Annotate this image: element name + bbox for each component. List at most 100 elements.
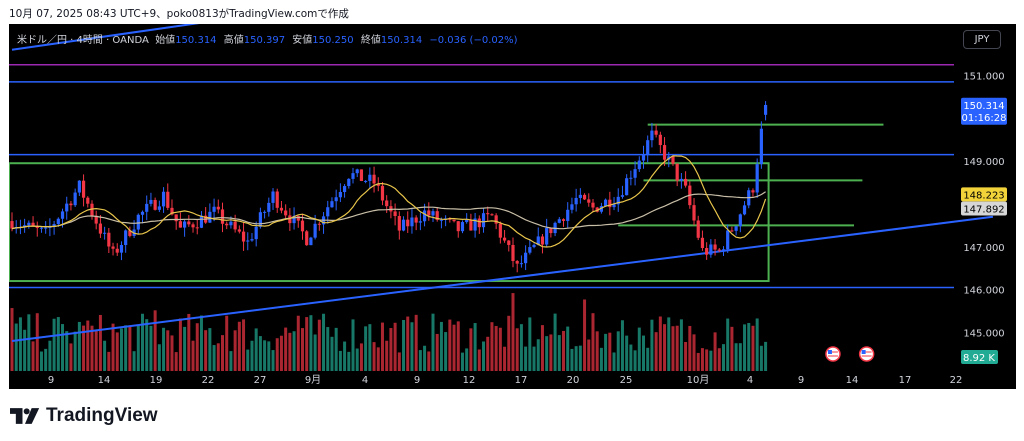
candle-body: [524, 252, 528, 264]
us-flag-event-icon-canton: [827, 350, 832, 354]
candle-body: [267, 202, 271, 212]
volume-bar: [288, 332, 292, 371]
candle-body: [246, 240, 250, 242]
volume-bar: [237, 321, 241, 371]
chart-panel[interactable]: 151.000 149.000 147.000 146.000 145.000 150.3…: [9, 24, 1016, 389]
candle-body: [616, 196, 620, 205]
volume-bar: [490, 322, 494, 371]
candle-body: [599, 206, 603, 212]
volume-bar: [536, 339, 540, 371]
volume-bar: [570, 348, 574, 371]
volume-bar: [671, 326, 675, 371]
tradingview-brand[interactable]: TradingView: [10, 405, 158, 427]
volume-bar: [591, 313, 595, 371]
chart-caption: 10月 07, 2025 08:43 UTC+9、poko0813がTradin…: [9, 8, 349, 20]
candle-body: [65, 203, 69, 212]
volume-bar: [414, 314, 418, 371]
candle-body: [679, 178, 683, 181]
volume-bar: [507, 315, 511, 371]
volume-bar: [73, 331, 77, 371]
volume-bar: [545, 336, 549, 371]
candle-body: [692, 205, 696, 221]
volume-bar: [427, 351, 431, 371]
candle-body: [763, 104, 768, 115]
price-chart[interactable]: 151.000 149.000 147.000 146.000 145.000 150.3…: [9, 24, 1016, 389]
volume-bar: [494, 325, 498, 371]
volume-bar: [263, 340, 267, 371]
tradingview-logo-icon: [10, 408, 40, 424]
volume-bar: [532, 346, 536, 371]
candle-body: [174, 214, 178, 222]
volume-bar: [709, 350, 713, 371]
volume-bar: [759, 345, 763, 371]
volume-bar: [31, 341, 35, 371]
symbol-label[interactable]: 米ドル／円 · 4時間 · OANDA: [17, 35, 149, 46]
candle-body: [225, 223, 229, 226]
candle-body: [145, 203, 149, 212]
candle-body: [326, 207, 330, 217]
candle-body: [77, 180, 81, 193]
volume-bar: [300, 328, 304, 371]
candle-body: [199, 215, 204, 228]
candle-body: [342, 186, 347, 193]
candle-body: [646, 140, 650, 155]
volume-bar: [128, 325, 132, 371]
volume-bar: [738, 343, 742, 371]
volume-bar: [717, 348, 721, 371]
volume-bar: [296, 315, 300, 371]
ma-fast-badge: 148.223: [963, 190, 1004, 201]
volume-bar: [14, 323, 18, 371]
volume-bar: [608, 332, 612, 371]
candle-body: [629, 177, 633, 179]
candle-body: [536, 236, 540, 245]
candle-body: [570, 204, 574, 210]
volume-bar: [258, 336, 262, 371]
candle-body: [359, 169, 364, 182]
volume-bar: [406, 316, 410, 371]
volume-bar: [524, 346, 528, 371]
candle-body: [309, 237, 313, 246]
candle-body: [641, 154, 646, 161]
volume-bar: [764, 341, 768, 371]
volume-bar: [343, 341, 347, 371]
candle-body: [237, 229, 241, 232]
candle-body: [730, 230, 734, 232]
volume-bar: [187, 313, 191, 371]
candle-body: [481, 213, 486, 228]
candle-body: [48, 226, 52, 228]
time-axis-label: 9: [48, 375, 54, 386]
currency-button[interactable]: JPY: [963, 30, 1001, 49]
volume-bar: [326, 327, 330, 371]
candle-body: [368, 174, 372, 181]
volume-bar: [69, 343, 73, 371]
candle-body: [334, 197, 338, 202]
open-value: 150.314: [175, 35, 217, 46]
candle-body: [305, 231, 309, 246]
time-axis-label: 14: [846, 375, 859, 386]
candle-body: [650, 130, 654, 141]
candle-body: [427, 210, 431, 216]
candle-body: [178, 221, 182, 228]
volume-bar: [111, 323, 115, 371]
candle-body: [397, 216, 401, 231]
volume-bar: [692, 334, 696, 371]
candle-body: [519, 263, 524, 265]
volume-bar: [229, 351, 233, 371]
candle-body: [288, 215, 292, 224]
volume-bar: [330, 336, 334, 371]
volume-bar: [86, 320, 90, 371]
volume-bar: [726, 318, 730, 371]
volume-bar: [679, 319, 683, 371]
time-axis-label: 9月: [305, 374, 321, 386]
volume-bar: [625, 335, 629, 371]
candle-body: [410, 217, 414, 227]
volume-bar: [583, 299, 587, 371]
volume-bar: [313, 334, 317, 371]
candle-body: [338, 192, 342, 198]
candle-body: [103, 232, 107, 234]
volume-bar: [562, 330, 566, 371]
time-axis-label: 17: [899, 375, 912, 386]
candle-body: [355, 169, 359, 174]
volume-bar: [439, 321, 443, 371]
volume-bar: [322, 313, 326, 371]
